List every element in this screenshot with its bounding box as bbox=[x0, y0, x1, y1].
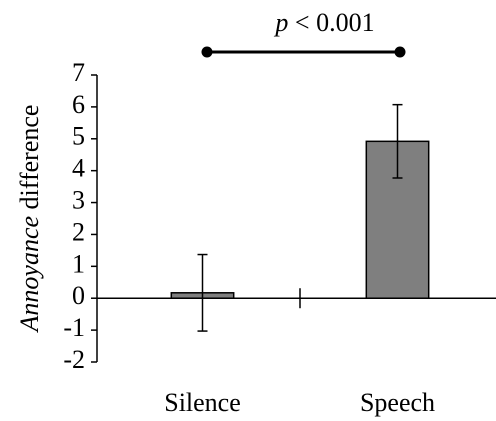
y-tick-label: 1 bbox=[72, 249, 85, 278]
y-tick-label: 3 bbox=[72, 186, 85, 215]
y-tick-label: 7 bbox=[72, 58, 85, 87]
y-tick-label: -2 bbox=[63, 345, 85, 374]
y-axis-label: Annoyance difference bbox=[15, 105, 44, 334]
bar bbox=[365, 140, 430, 299]
significance-dot bbox=[394, 46, 406, 58]
significance-dot bbox=[201, 46, 213, 58]
x-tick-label: Speech bbox=[360, 388, 435, 417]
annotation-text: < 0.001 bbox=[288, 8, 374, 37]
y-tick-label: -1 bbox=[63, 313, 85, 342]
annotation: p < 0.001 bbox=[273, 8, 374, 37]
y-tick-label: 6 bbox=[72, 90, 85, 119]
y-tick-label: 0 bbox=[72, 281, 85, 310]
y-label-text: difference bbox=[15, 105, 44, 216]
annotation-italic: p bbox=[273, 8, 288, 37]
y-label-italic: Annoyance bbox=[15, 216, 44, 334]
y-tick-label: 2 bbox=[72, 217, 85, 246]
y-tick-label: 5 bbox=[72, 122, 85, 151]
x-tick-label: Silence bbox=[164, 388, 241, 417]
y-tick-label: 4 bbox=[72, 154, 85, 183]
